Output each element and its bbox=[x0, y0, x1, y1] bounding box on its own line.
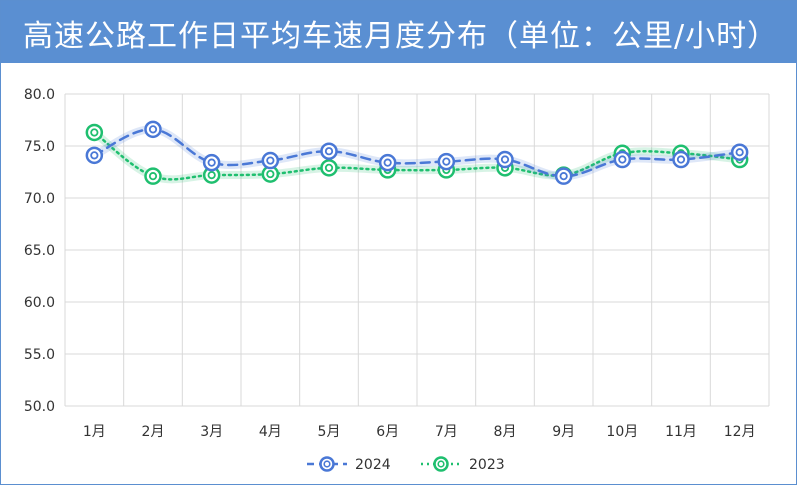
data-point-inner-2023 bbox=[207, 171, 216, 180]
x-tick-label: 11月 bbox=[665, 424, 697, 440]
data-point-inner-2024 bbox=[618, 155, 627, 164]
data-point-inner-2024 bbox=[148, 125, 158, 134]
data-point-inner-2024 bbox=[90, 151, 99, 160]
data-point-inner-2024 bbox=[735, 148, 744, 157]
y-tick-label: 60.0 bbox=[24, 295, 55, 311]
x-tick-label: 8月 bbox=[494, 424, 517, 440]
x-tick-label: 4月 bbox=[259, 424, 282, 440]
data-point-inner-2023 bbox=[90, 128, 99, 137]
x-tick-label: 1月 bbox=[83, 424, 106, 440]
y-tick-label: 70.0 bbox=[24, 191, 55, 207]
data-point-inner-2023 bbox=[266, 169, 275, 179]
legend-label-2024: 2024 bbox=[355, 457, 391, 473]
y-tick-label: 65.0 bbox=[24, 243, 55, 259]
data-point-inner-2024 bbox=[500, 155, 510, 164]
data-point-inner-2024 bbox=[207, 158, 216, 167]
data-point-inner-2023 bbox=[324, 163, 334, 172]
y-tick-label: 55.0 bbox=[24, 347, 55, 363]
data-point-inner-2023 bbox=[148, 172, 158, 181]
data-point-inner-2024 bbox=[324, 147, 334, 156]
x-tick-label: 6月 bbox=[376, 424, 399, 440]
y-tick-label: 75.0 bbox=[24, 139, 55, 155]
x-tick-label: 7月 bbox=[435, 424, 458, 440]
x-tick-label: 2月 bbox=[142, 424, 165, 440]
data-point-inner-2024 bbox=[442, 157, 451, 166]
chart-title: 高速公路工作日平均车速月度分布（单位：公里/小时） bbox=[23, 19, 779, 54]
data-point-inner-2024 bbox=[676, 155, 686, 164]
y-tick-label: 80.0 bbox=[24, 87, 55, 103]
x-tick-label: 9月 bbox=[552, 424, 575, 440]
x-tick-label: 12月 bbox=[724, 424, 756, 440]
title-bar: 高速公路工作日平均车速月度分布（单位：公里/小时） bbox=[1, 1, 796, 63]
legend-label-2023: 2023 bbox=[469, 457, 505, 473]
data-point-inner-2024 bbox=[383, 158, 392, 167]
legend-marker-inner-2023 bbox=[437, 460, 445, 468]
x-tick-label: 10月 bbox=[606, 424, 638, 440]
line-chart: 80.0 75.0 70.0 65.0 60.0 55.0 50.0 1月 2月 3月 4月 5月 6月… bbox=[24, 87, 770, 473]
legend-marker-inner-2024 bbox=[323, 460, 331, 468]
data-point-inner-2024 bbox=[266, 156, 275, 165]
x-tick-label: 5月 bbox=[318, 424, 341, 440]
x-tick-label: 3月 bbox=[200, 424, 223, 440]
data-point-inner-2024 bbox=[559, 172, 568, 181]
y-tick-label: 50.0 bbox=[24, 399, 55, 415]
